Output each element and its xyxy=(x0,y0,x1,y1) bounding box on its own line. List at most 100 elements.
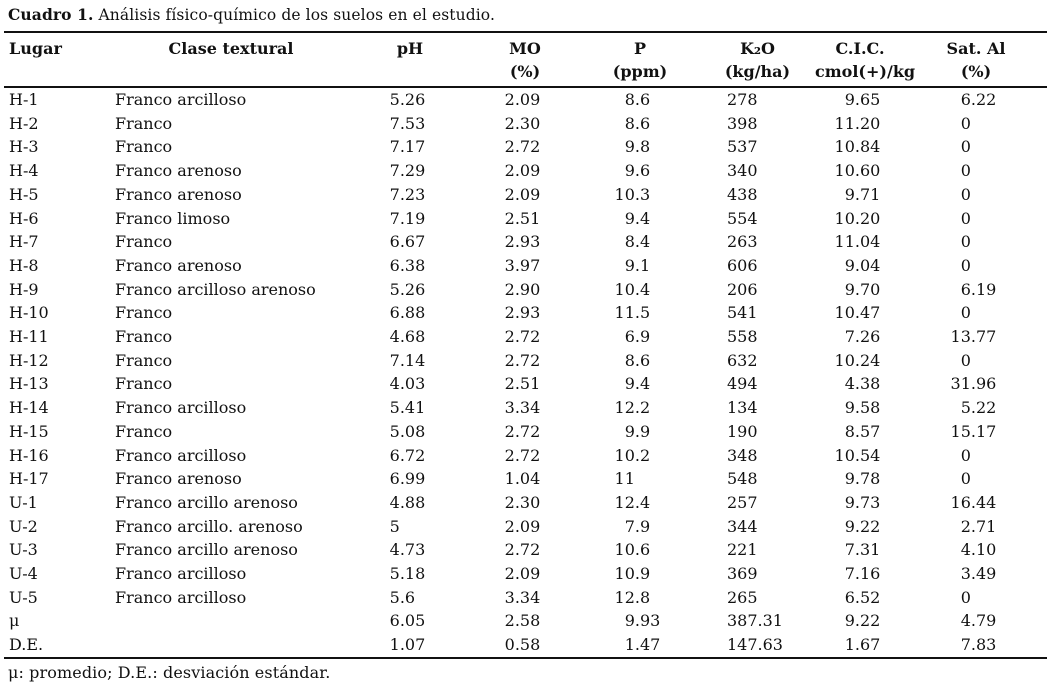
cell-clase-textural: Franco arcillo. arenoso xyxy=(115,516,303,536)
cell-value: 7.53 xyxy=(389,113,426,133)
cell-value: 0 xyxy=(960,208,971,228)
cell-value: 4.73 xyxy=(389,540,426,560)
cell-lugar: H-3 xyxy=(9,137,39,157)
table-row: μ 6.05 2.58 9.93 387.31 9.22 4.79 xyxy=(4,609,1047,633)
cell-value: 6.19 xyxy=(960,279,997,299)
cell-value: 0 xyxy=(960,184,971,204)
cell-value: 6.52 xyxy=(844,587,881,607)
cell-value: 9.58 xyxy=(844,398,881,418)
cell-value: 31.96 xyxy=(950,374,997,394)
cell-value: 2.93 xyxy=(504,303,541,323)
cell-lugar: H-13 xyxy=(9,374,49,394)
cell-value: 134 xyxy=(726,398,758,418)
cell-value: 7.31 xyxy=(844,540,881,560)
table-caption-text: Análisis físico-químico de los suelos en… xyxy=(93,6,495,24)
cell-value: 340 xyxy=(726,161,758,181)
cell-value: 2.72 xyxy=(504,540,541,560)
cell-value: 348 xyxy=(726,445,758,465)
cell-value: 0 xyxy=(960,232,971,252)
cell-value: 9.65 xyxy=(844,90,881,109)
cell-clase-textural: Franco arcilloso xyxy=(115,445,247,465)
cell-clase-textural: Franco xyxy=(115,421,173,441)
col-header-ph: pH xyxy=(350,32,470,88)
cell-clase-textural: Franco arcilloso xyxy=(115,564,247,584)
cell-lugar: U-2 xyxy=(9,516,38,536)
cell-value: 5.08 xyxy=(389,421,426,441)
table-row: H-16 Franco arcilloso 6.72 2.72 10.2 348 10.54… xyxy=(4,444,1047,468)
table-body: H-1 Franco arcilloso 5.26 2.09 8.6 278 9.65 6.2… xyxy=(4,87,1047,658)
cell-lugar: H-11 xyxy=(9,327,49,347)
cell-value: 147.63 xyxy=(726,635,783,655)
cell-lugar: H-8 xyxy=(9,255,39,275)
cell-lugar: H-17 xyxy=(9,469,49,489)
table-caption-number: Cuadro 1. xyxy=(8,5,94,24)
cell-value: 5.41 xyxy=(389,398,426,418)
cell-value: 8.6 xyxy=(624,350,651,370)
cell-value: 10.84 xyxy=(834,137,881,157)
cell-lugar: H-4 xyxy=(9,161,39,181)
cell-value: 7.83 xyxy=(960,635,997,655)
col-header-lugar: Lugar xyxy=(4,32,112,88)
cell-lugar: H-9 xyxy=(9,279,39,299)
table-row: H-12 Franco 7.14 2.72 8.6 632 10.24 0 xyxy=(4,349,1047,373)
cell-value: 369 xyxy=(726,564,758,584)
cell-value: 6.22 xyxy=(960,90,997,109)
cell-value: 6.05 xyxy=(389,611,426,631)
cell-value: 558 xyxy=(726,327,758,347)
col-header-mo: MO (%) xyxy=(470,32,580,88)
cell-value: 9.71 xyxy=(844,184,881,204)
cell-value: 7.14 xyxy=(389,350,426,370)
cell-lugar: H-15 xyxy=(9,421,49,441)
cell-value: 3.97 xyxy=(504,255,541,275)
cell-value: 2.09 xyxy=(504,516,541,536)
cell-value: 8.6 xyxy=(624,90,651,109)
cell-value: 0.58 xyxy=(504,635,541,655)
cell-value: 5.18 xyxy=(389,564,426,584)
cell-value: 10.9 xyxy=(614,564,651,584)
cell-value: 9.4 xyxy=(624,374,651,394)
cell-value: 548 xyxy=(726,469,758,489)
cell-value: 3.34 xyxy=(504,587,541,607)
cell-lugar: H-16 xyxy=(9,445,49,465)
cell-value: 0 xyxy=(960,255,971,275)
cell-value: 9.78 xyxy=(844,469,881,489)
table-row: H-5 Franco arenoso 7.23 2.09 10.3 438 9.71 0 xyxy=(4,183,1047,207)
cell-value: 12.2 xyxy=(614,398,651,418)
cell-value: 16.44 xyxy=(950,492,997,512)
cell-value: 7.23 xyxy=(389,184,426,204)
table-row: U-5 Franco arcilloso 5.6 3.34 12.8 265 6.52 0 xyxy=(4,586,1047,610)
cell-value: 9.93 xyxy=(624,611,661,631)
cell-value: 12.8 xyxy=(614,587,651,607)
cell-value: 2.30 xyxy=(504,492,541,512)
cell-value: 9.73 xyxy=(844,492,881,512)
table-row: H-9 Franco arcilloso arenoso 5.26 2.90 10.4 2… xyxy=(4,278,1047,302)
cell-value: 2.09 xyxy=(504,184,541,204)
cell-value: 12.4 xyxy=(614,492,651,512)
cell-value: 4.68 xyxy=(389,327,426,347)
cell-value: 11.04 xyxy=(834,232,881,252)
cell-lugar: U-4 xyxy=(9,564,38,584)
cell-value: 10.3 xyxy=(614,184,651,204)
cell-value: 7.17 xyxy=(389,137,426,157)
cell-value: 7.16 xyxy=(844,564,881,584)
cell-value: 5.22 xyxy=(960,398,997,418)
cell-value: 10.54 xyxy=(834,445,881,465)
table-header: Lugar Clase textural pH MO (%) P (ppm) K₂O (kg/h… xyxy=(4,32,1047,88)
cell-lugar: H-12 xyxy=(9,350,49,370)
cell-clase-textural: Franco arenoso xyxy=(115,161,242,181)
table-row: U-4 Franco arcilloso 5.18 2.09 10.9 369 7.16 3.… xyxy=(4,562,1047,586)
cell-clase-textural: Franco xyxy=(115,113,173,133)
table-row: H-1 Franco arcilloso 5.26 2.09 8.6 278 9.65 6.2… xyxy=(4,87,1047,112)
cell-value: 2.09 xyxy=(504,161,541,181)
table-caption: Cuadro 1. Análisis físico-químico de los… xyxy=(4,5,1047,25)
cell-clase-textural: Franco xyxy=(115,232,173,252)
table-row: U-3 Franco arcillo arenoso 4.73 2.72 10.6 221… xyxy=(4,538,1047,562)
cell-value: 7.29 xyxy=(389,161,426,181)
cell-value: 2.51 xyxy=(504,208,541,228)
table-row: H-13 Franco 4.03 2.51 9.4 494 4.38 31.96 xyxy=(4,372,1047,396)
cell-value: 9.22 xyxy=(844,516,881,536)
cell-value: 9.6 xyxy=(624,161,651,181)
cell-value: 9.1 xyxy=(624,255,651,275)
cell-value: 2.72 xyxy=(504,421,541,441)
